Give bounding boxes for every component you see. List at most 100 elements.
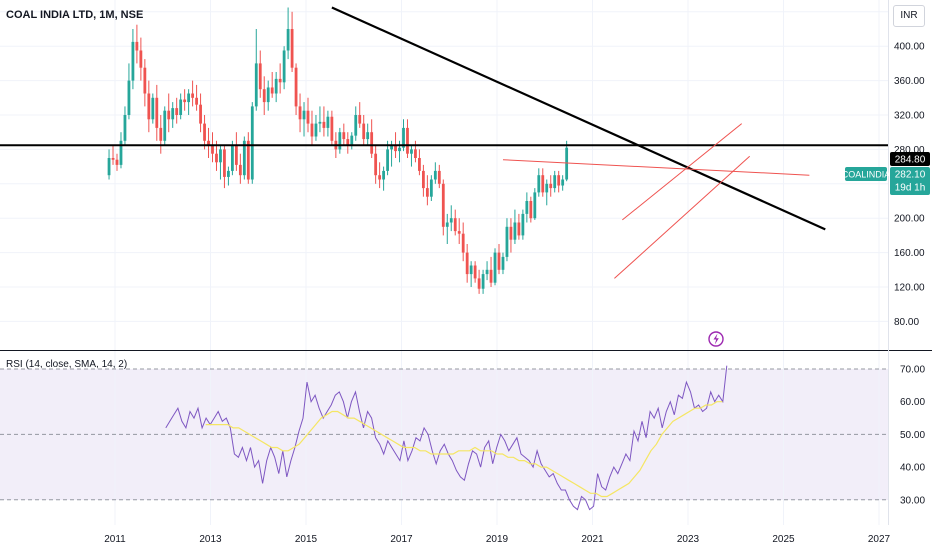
time-tick-label: 2011 bbox=[104, 534, 126, 545]
channel-line[interactable] bbox=[614, 155, 751, 279]
candle bbox=[410, 145, 413, 167]
candle bbox=[553, 170, 557, 193]
candle bbox=[115, 153, 119, 171]
time-tick-label: 2027 bbox=[868, 534, 891, 545]
candle bbox=[561, 175, 565, 191]
price-tick-label: 80.00 bbox=[894, 317, 919, 328]
channel-line[interactable] bbox=[622, 123, 743, 221]
candle bbox=[537, 168, 541, 197]
time-tick-label: 2017 bbox=[390, 534, 413, 545]
candle bbox=[545, 179, 549, 206]
candle bbox=[262, 76, 266, 115]
currency-button[interactable]: INR bbox=[893, 5, 925, 27]
candle bbox=[183, 89, 187, 111]
candle bbox=[505, 218, 509, 262]
candle bbox=[521, 209, 525, 240]
candle bbox=[175, 97, 179, 124]
rsi-axis[interactable]: 70.00 60.00 50.00 40.00 30.00 bbox=[900, 365, 925, 507]
candle bbox=[135, 24, 139, 64]
chart-title: COAL INDIA LTD, 1M, NSE bbox=[6, 9, 144, 21]
candle bbox=[211, 132, 214, 163]
candle bbox=[282, 46, 286, 90]
candle bbox=[541, 168, 545, 197]
candle bbox=[151, 93, 155, 124]
candle bbox=[429, 175, 433, 201]
rsi-lines bbox=[165, 365, 728, 511]
candle bbox=[238, 153, 242, 184]
candle bbox=[227, 166, 230, 186]
candle bbox=[418, 149, 421, 176]
candle bbox=[421, 164, 425, 197]
candle bbox=[533, 188, 537, 220]
candle bbox=[382, 166, 386, 191]
time-tick-label: 2025 bbox=[772, 534, 795, 545]
candle bbox=[107, 149, 111, 180]
candle bbox=[406, 119, 409, 158]
price-tick-label: 200.00 bbox=[894, 214, 925, 225]
candle bbox=[234, 132, 238, 171]
rsi-indicator-label[interactable]: RSI (14, close, SMA, 14, 2) bbox=[6, 359, 128, 370]
lightning-icon[interactable] bbox=[708, 331, 724, 347]
rsi-tick-label: 50.00 bbox=[900, 430, 925, 441]
candle bbox=[127, 63, 131, 120]
candle bbox=[207, 127, 210, 158]
candle bbox=[254, 29, 258, 111]
time-tick-label: 2023 bbox=[677, 534, 700, 545]
candle bbox=[425, 175, 429, 206]
drawings bbox=[0, 6, 888, 279]
candle bbox=[330, 110, 334, 146]
candle bbox=[481, 269, 485, 294]
candle bbox=[473, 261, 477, 283]
candle bbox=[453, 209, 457, 236]
candle bbox=[513, 209, 517, 244]
candle bbox=[354, 106, 358, 141]
candle bbox=[370, 119, 374, 158]
candle bbox=[445, 213, 449, 244]
candle bbox=[433, 162, 437, 184]
candles bbox=[107, 7, 569, 294]
candle bbox=[497, 244, 501, 275]
candle bbox=[306, 97, 310, 133]
candle bbox=[191, 80, 195, 107]
candle bbox=[179, 93, 183, 120]
candle bbox=[171, 102, 175, 128]
candle bbox=[525, 192, 529, 223]
candle bbox=[441, 179, 445, 236]
candle bbox=[163, 106, 167, 146]
candle bbox=[366, 123, 370, 146]
candle bbox=[386, 140, 389, 176]
candle bbox=[159, 115, 163, 154]
candle bbox=[350, 132, 354, 150]
rsi-tick-label: 70.00 bbox=[900, 365, 925, 376]
candle bbox=[374, 145, 378, 184]
time-tick-label: 2015 bbox=[295, 534, 318, 545]
candle bbox=[274, 72, 278, 103]
candle bbox=[461, 222, 465, 262]
candle bbox=[294, 63, 298, 115]
candle bbox=[437, 164, 441, 189]
time-axis[interactable]: 2011 2013 2015 2017 2019 2021 2023 2025 2027 bbox=[104, 534, 890, 545]
thin-trendline[interactable] bbox=[502, 159, 810, 176]
candle bbox=[493, 248, 497, 286]
candle bbox=[457, 218, 461, 244]
rsi-tick-label: 40.00 bbox=[900, 463, 925, 474]
candle bbox=[203, 115, 206, 150]
candle bbox=[342, 123, 346, 146]
candle bbox=[565, 140, 569, 182]
rsi-tick-label: 30.00 bbox=[900, 495, 925, 506]
candle bbox=[278, 63, 282, 94]
major-trendline[interactable] bbox=[331, 6, 826, 231]
candle bbox=[143, 59, 147, 107]
candle bbox=[509, 218, 513, 253]
candle bbox=[139, 37, 143, 81]
candle bbox=[465, 244, 469, 283]
candle bbox=[517, 213, 521, 240]
candle bbox=[119, 132, 123, 169]
candle bbox=[147, 80, 151, 133]
candle bbox=[449, 205, 453, 232]
time-tick-label: 2013 bbox=[199, 534, 222, 545]
price-tick-label: 160.00 bbox=[894, 248, 925, 259]
rsi-tick-label: 60.00 bbox=[900, 397, 925, 408]
price-tick-label: 280.00 bbox=[894, 145, 925, 156]
